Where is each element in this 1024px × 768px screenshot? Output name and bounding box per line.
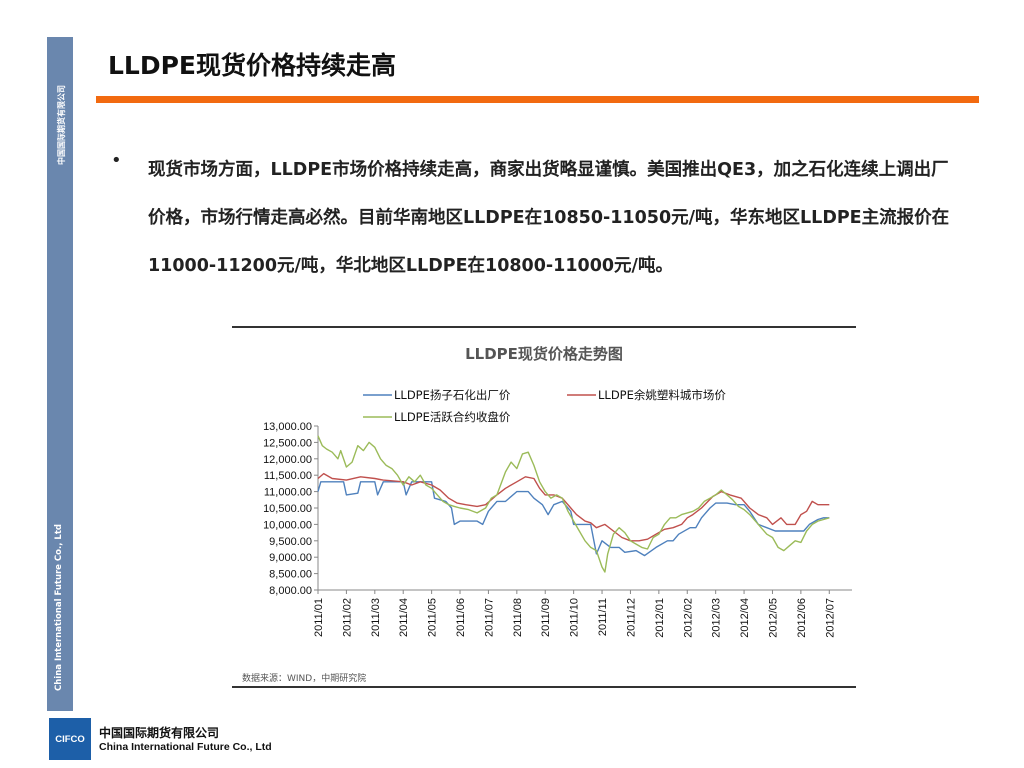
x-tick-label: 2011/06 [455,598,467,637]
x-tick-label: 2011/02 [341,598,353,637]
y-tick-label: 8,000.00 [269,585,312,597]
x-tick-label: 2012/05 [767,598,779,638]
chart-source: 数据来源：WIND，中期研究院 [242,672,366,684]
y-tick-label: 8,500.00 [269,569,312,581]
y-tick-label: 11,500.00 [264,470,312,482]
cifco-logo: CIFCO [49,718,91,760]
x-tick-label: 2011/08 [512,598,524,637]
x-tick-label: 2011/05 [427,598,439,637]
y-tick-label: 10,500.00 [263,503,312,515]
footer-company-en: China International Future Co., Ltd [99,741,272,753]
x-tick-label: 2011/10 [569,598,581,637]
x-tick-label: 2011/07 [483,598,495,637]
x-tick-label: 2012/01 [654,598,666,638]
x-tick-label: 2012/04 [739,598,751,638]
sidebar-company-cn: 中国国际期货有限公司 [57,85,66,165]
chart-legend: LLDPE扬子石化出厂价 LLDPE余姚塑料城市场价 LLDPE活跃合约收盘价 [363,388,726,424]
series-line-1 [317,472,830,542]
y-tick-label: 9,000.00 [269,552,312,564]
legend-label-1: LLDPE余姚塑料城市场价 [598,388,726,402]
slide-title: LLDPE现货价格持续走高 [108,51,397,80]
y-tick-label: 13,000.00 [263,421,312,433]
x-tick-label: 2012/03 [711,598,723,638]
bullet-point: • [111,150,122,171]
x-tick-label: 2011/01 [313,598,325,637]
x-tick-label: 2011/12 [625,598,637,637]
chart-bottom-rule [232,686,856,688]
x-tick-label: 2012/06 [796,598,808,638]
x-tick-label: 2011/04 [398,598,410,637]
chart-top-rule [232,326,856,328]
x-tick-label: 2011/03 [370,598,382,637]
body-paragraph: 现货市场方面，LLDPE市场价格持续走高，商家出货略显谨慎。美国推出QE3，加之… [148,160,950,276]
price-chart: LLDPE现货价格走势图 LLDPE扬子石化出厂价 LLDPE余姚塑料城市场价 … [242,345,852,684]
y-tick-label: 10,000.00 [263,519,312,531]
x-tick-label: 2011/09 [540,598,552,637]
legend-label-2: LLDPE活跃合约收盘价 [394,410,511,424]
legend-label-0: LLDPE扬子石化出厂价 [394,388,511,402]
series-layer [317,435,830,573]
chart-title: LLDPE现货价格走势图 [465,345,623,363]
title-underline [96,96,979,103]
y-tick-label: 12,000.00 [263,454,312,466]
x-axis: 2011/01 2011/02 2011/03 2011/04 2011/05 2011/… [313,589,852,638]
x-tick-label: 2011/11 [597,598,609,636]
y-tick-label: 12,500.00 [263,437,312,449]
y-tick-label: 11,000.00 [264,487,312,499]
y-tick-label: 9,500.00 [269,536,312,548]
x-tick-label: 2012/02 [682,598,694,638]
sidebar-band: 中国国际期货有限公司 China International Future Co… [47,37,73,711]
x-tick-label: 2012/07 [824,598,836,638]
y-axis: 13,000.00 12,500.00 12,000.00 11,500.00 11,0… [263,421,319,597]
footer-company-cn: 中国国际期货有限公司 [99,726,220,740]
sidebar-company-en: China International Future Co., Ltd [54,524,64,691]
series-line-2 [317,435,830,573]
series-line-0 [317,481,830,557]
